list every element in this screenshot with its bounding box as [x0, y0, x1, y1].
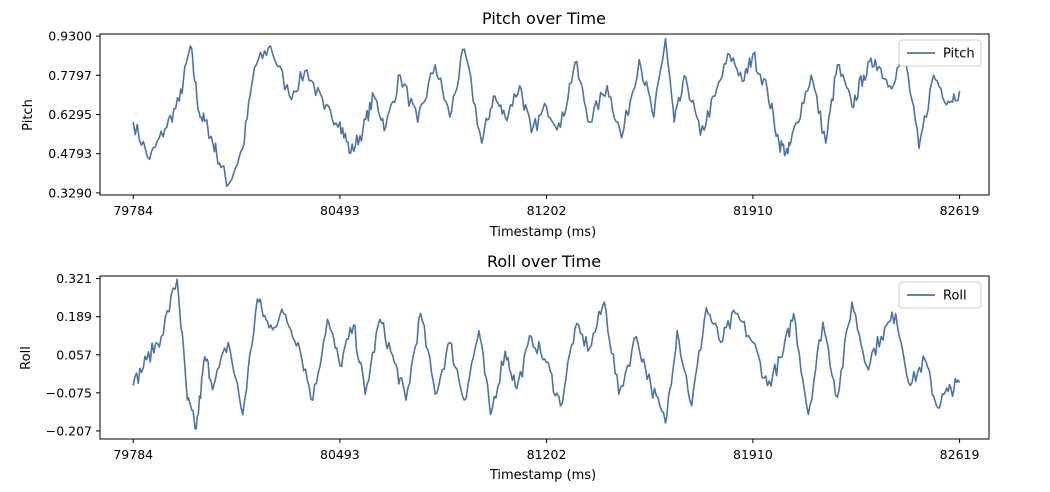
pitch-axes: Pitch over Time Timestamp (ms) Pitch 797… [21, 9, 990, 240]
pitch-xtick-label: 81910 [733, 203, 773, 218]
pitch-xtick-label: 79784 [113, 203, 153, 218]
roll-title: Roll over Time [487, 252, 601, 271]
pitch-xlabel: Timestamp (ms) [489, 225, 596, 240]
roll-xtick-label: 79784 [113, 447, 153, 462]
roll-xtick-label: 80493 [320, 447, 360, 462]
pitch-series-line [132, 37, 961, 187]
roll-legend-label: Roll [943, 289, 967, 304]
pitch-xtick-label: 80493 [320, 203, 360, 218]
pitch-ylabel: Pitch [21, 99, 36, 131]
roll-ytick-label: −0.075 [46, 385, 92, 400]
roll-xtick-label: 81202 [527, 447, 567, 462]
roll-ytick-label: 0.321 [56, 271, 92, 286]
pitch-title: Pitch over Time [482, 9, 606, 28]
roll-ytick-label: 0.057 [56, 347, 92, 362]
pitch-axes-frame [99, 33, 990, 196]
roll-axes-frame [99, 275, 990, 440]
pitch-ytick-label: 0.4793 [48, 146, 92, 161]
roll-series-line [132, 278, 961, 430]
roll-xtick-label: 81910 [733, 447, 773, 462]
roll-ytick-label: 0.189 [56, 309, 92, 324]
pitch-ytick-label: 0.3290 [48, 185, 92, 200]
roll-xtick-label: 82619 [940, 447, 980, 462]
roll-ytick-label: −0.207 [46, 423, 92, 438]
roll-ylabel: Roll [19, 346, 34, 370]
roll-legend-box [898, 281, 982, 309]
pitch-ytick-label: 0.9300 [48, 29, 92, 44]
roll-axes: Roll over Time Timestamp (ms) Roll 79784… [19, 252, 990, 483]
pitch-legend-label: Pitch [943, 47, 975, 62]
pitch-ytick-label: 0.6295 [48, 107, 92, 122]
pitch-legend-box [898, 39, 982, 67]
roll-xlabel: Timestamp (ms) [489, 468, 596, 483]
pitch-xtick-label: 81202 [527, 203, 567, 218]
pitch-xtick-label: 82619 [940, 203, 980, 218]
pitch-ytick-label: 0.7797 [48, 68, 92, 83]
